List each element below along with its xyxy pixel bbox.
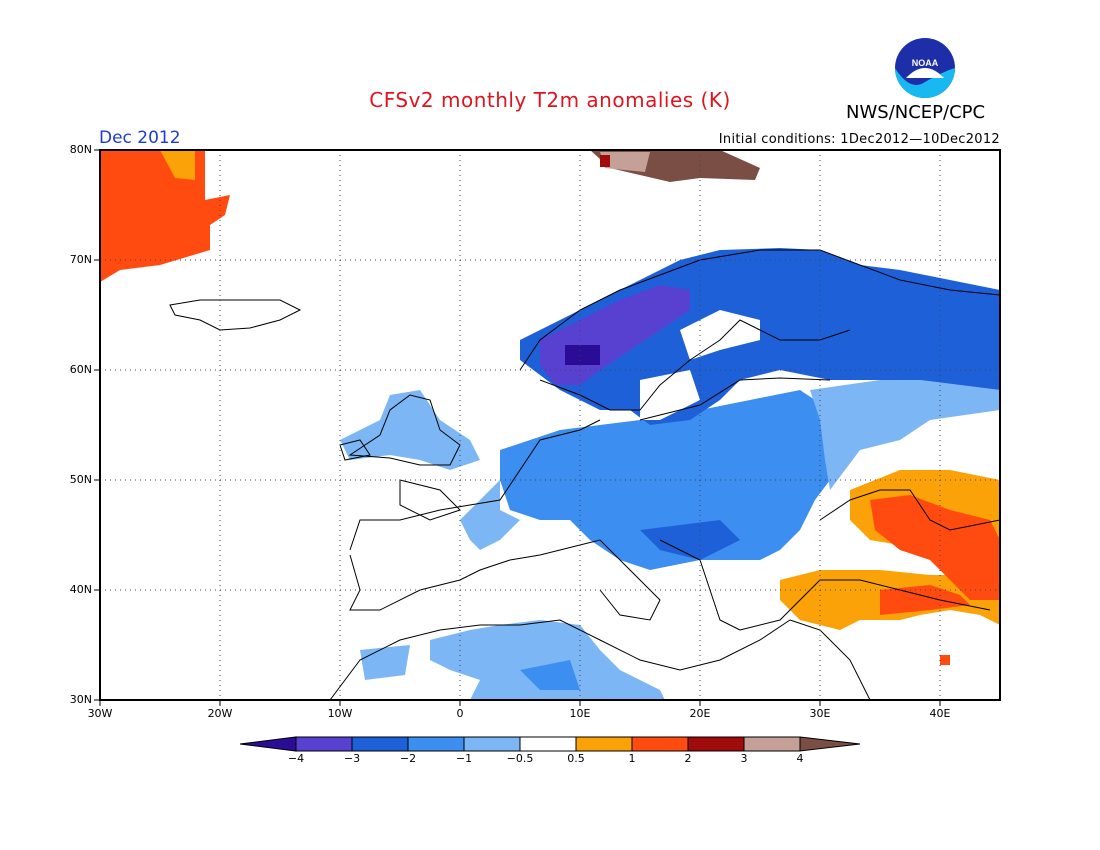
anomaly-region-svalbard-light: [600, 152, 650, 172]
lon-label-30w: 30W: [87, 707, 113, 720]
colorbar-label: −0.5: [506, 752, 534, 765]
anomaly-region-europe-light: [460, 480, 520, 550]
colorbar-cell: [295, 736, 353, 752]
lat-label-50n: 50N: [69, 473, 92, 486]
anomaly-region-greenland-orange: [160, 150, 195, 180]
lat-label-80n: 80N: [69, 143, 92, 156]
colorbar-label: −2: [399, 752, 417, 765]
anomaly-region-uk: [340, 390, 480, 470]
colorbar-label: −1: [455, 752, 473, 765]
anomaly-region-east-light: [810, 380, 1000, 490]
colorbar-cell: [519, 736, 577, 752]
chart-title: CFSv2 monthly T2m anomalies (K): [369, 88, 731, 112]
colorbar-cell: [743, 736, 801, 752]
lat-label-40n: 40N: [69, 583, 92, 596]
month-label: Dec 2012: [99, 128, 181, 148]
colorbar-cell: [631, 736, 689, 752]
colorbar-label: −3: [343, 752, 361, 765]
colorbar-label: 1: [628, 752, 636, 765]
lon-label-20e: 20E: [689, 707, 711, 720]
colorbar-label: −4: [287, 752, 305, 765]
colorbar-cell: [799, 736, 861, 752]
colorbar-label: 0.5: [567, 752, 585, 765]
lat-label-70n: 70N: [69, 253, 92, 266]
lat-label-30n: 30N: [69, 693, 92, 706]
anomaly-region-north-africa: [430, 620, 665, 700]
colorbar-label: 4: [796, 752, 804, 765]
map-frame: [99, 149, 1001, 701]
colorbar-label: 3: [740, 752, 748, 765]
coastlines: [169, 249, 1000, 700]
anomaly-region-norway-core: [565, 345, 600, 365]
anomaly-region-greenland: [100, 150, 230, 282]
anomaly-region-balkans: [640, 520, 740, 560]
lon-label-10e: 10E: [569, 707, 591, 720]
lat-label-60n: 60N: [69, 363, 92, 376]
lon-label-40e: 40E: [929, 707, 951, 720]
colorbar-cell: [239, 736, 297, 752]
lon-label-10w: 10W: [327, 707, 353, 720]
colorbar-cell: [687, 736, 745, 752]
colorbar-cell: [351, 736, 409, 752]
colorbar-cell: [463, 736, 521, 752]
anomaly-region-caucasus-red: [870, 495, 1000, 600]
lon-label-20w: 20W: [207, 707, 233, 720]
organization-label: NWS/NCEP/CPC: [846, 102, 986, 123]
colorbar-cell: [407, 736, 465, 752]
map-grid: [100, 150, 1000, 700]
lon-label-0: 0: [456, 707, 464, 720]
lon-label-30e: 30E: [809, 707, 831, 720]
colorbar-label: 2: [684, 752, 692, 765]
colorbar-cell: [575, 736, 633, 752]
initial-conditions-label: Initial conditions: 1Dec2012—10Dec2012: [718, 132, 1000, 147]
